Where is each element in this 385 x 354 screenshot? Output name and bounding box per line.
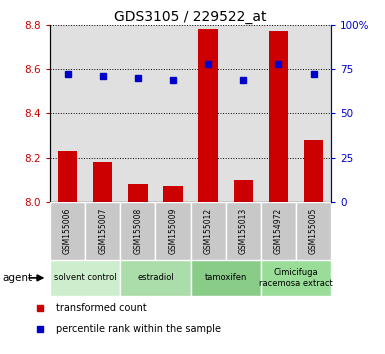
Text: solvent control: solvent control: [54, 273, 117, 282]
Bar: [93, 162, 112, 202]
Text: GSM155006: GSM155006: [63, 208, 72, 254]
Text: GSM155008: GSM155008: [133, 208, 142, 254]
Bar: [128, 184, 147, 202]
Bar: [226, 202, 261, 260]
Bar: [261, 202, 296, 260]
Text: estradiol: estradiol: [137, 273, 174, 282]
Bar: [50, 202, 85, 260]
Text: tamoxifen: tamoxifen: [204, 273, 247, 282]
Bar: [191, 260, 261, 296]
Text: Cimicifuga
racemosa extract: Cimicifuga racemosa extract: [259, 268, 333, 287]
Bar: [163, 186, 182, 202]
Text: GSM154972: GSM154972: [274, 208, 283, 254]
Bar: [58, 151, 77, 202]
Title: GDS3105 / 229522_at: GDS3105 / 229522_at: [114, 10, 267, 24]
Text: agent: agent: [2, 273, 32, 283]
Bar: [85, 202, 120, 260]
Text: percentile rank within the sample: percentile rank within the sample: [56, 324, 221, 334]
Bar: [234, 180, 253, 202]
Text: GSM155012: GSM155012: [204, 208, 213, 254]
Text: GSM155009: GSM155009: [169, 208, 177, 254]
Bar: [121, 202, 156, 260]
Bar: [121, 260, 191, 296]
Bar: [261, 260, 331, 296]
Text: GSM155007: GSM155007: [98, 208, 107, 254]
Bar: [191, 202, 226, 260]
Bar: [199, 29, 218, 202]
Text: GSM155013: GSM155013: [239, 208, 248, 254]
Bar: [304, 140, 323, 202]
Text: transformed count: transformed count: [56, 303, 147, 314]
Bar: [296, 202, 331, 260]
Bar: [269, 32, 288, 202]
Bar: [156, 202, 191, 260]
Bar: [50, 260, 121, 296]
Text: GSM155005: GSM155005: [309, 208, 318, 254]
